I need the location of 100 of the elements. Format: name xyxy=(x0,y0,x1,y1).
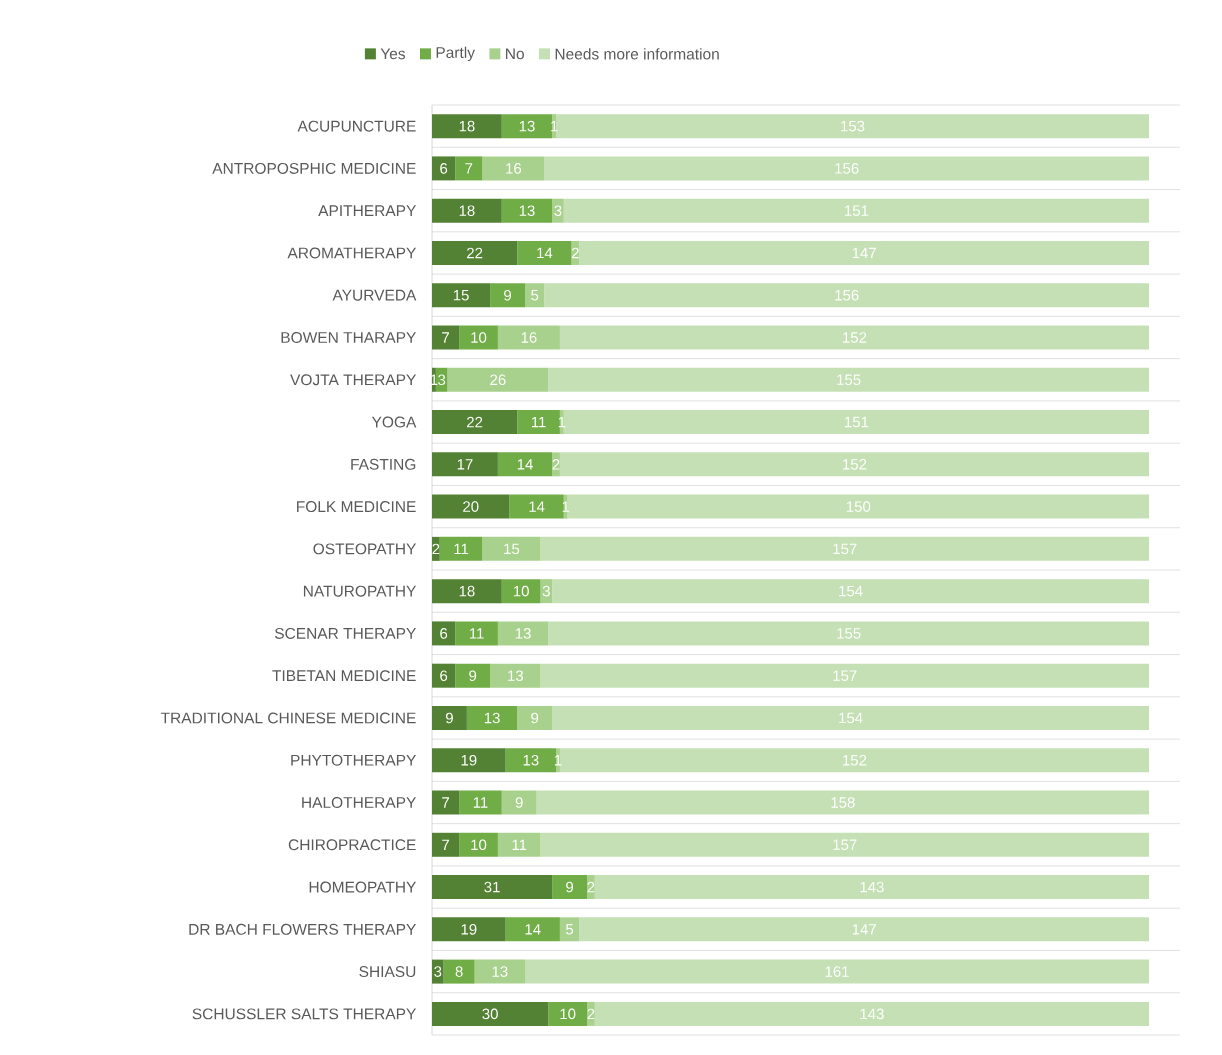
bar xyxy=(567,494,1150,519)
data-label: 13 xyxy=(523,754,539,766)
bar xyxy=(556,114,1150,139)
data-label: 5 xyxy=(566,924,574,935)
bar xyxy=(552,198,564,223)
data-label: 9 xyxy=(566,881,574,893)
data-label: 8 xyxy=(455,966,463,977)
bar xyxy=(594,875,1150,900)
bar xyxy=(540,663,1150,688)
bar xyxy=(525,959,1150,984)
bar xyxy=(432,240,518,265)
y-tick-label: AYURVEDA xyxy=(332,289,417,301)
data-label: 19 xyxy=(461,924,477,935)
data-label: 2 xyxy=(587,881,595,893)
bar xyxy=(439,536,483,561)
data-label: 158 xyxy=(831,797,855,808)
bar xyxy=(548,1001,588,1026)
y-tick-label: FOLK MEDICINE xyxy=(297,501,416,513)
bar xyxy=(587,1001,595,1026)
bar xyxy=(563,198,1150,223)
data-label: 9 xyxy=(504,289,512,301)
data-label: 155 xyxy=(837,374,861,385)
bar xyxy=(552,875,588,900)
data-label: 152 xyxy=(843,332,867,343)
bar xyxy=(559,325,1150,350)
data-label: 30 xyxy=(482,1008,498,1020)
bar xyxy=(540,536,1150,561)
data-label: 11 xyxy=(473,797,488,808)
data-label: 31 xyxy=(484,881,500,893)
legend-label: Needs more information xyxy=(555,48,719,60)
bar xyxy=(594,1001,1150,1026)
data-label: 3 xyxy=(438,374,446,386)
y-tick-label: OSTEOPATHY xyxy=(313,543,417,555)
data-label: 22 xyxy=(467,247,483,259)
data-label: 14 xyxy=(525,924,541,935)
data-label: 18 xyxy=(459,205,475,216)
bar xyxy=(455,156,483,181)
data-label: 9 xyxy=(445,712,453,724)
y-tick-label: ANTROPOSPHIC MEDICINE xyxy=(212,162,416,174)
bar xyxy=(455,621,498,646)
bar xyxy=(552,705,1150,730)
data-label: 7 xyxy=(442,797,449,808)
bar xyxy=(501,198,553,223)
bar xyxy=(544,156,1150,181)
bar xyxy=(509,494,564,519)
y-tick-label: SCHUSSLER SALTS THERAPY xyxy=(192,1008,416,1020)
data-label: 26 xyxy=(490,374,506,386)
data-label: 2 xyxy=(587,1008,595,1020)
bar xyxy=(579,917,1150,942)
bar xyxy=(548,367,1150,392)
data-label: 152 xyxy=(843,754,867,766)
bar xyxy=(432,1001,549,1026)
data-label: 156 xyxy=(835,163,859,174)
data-label: 20 xyxy=(463,501,479,512)
bar xyxy=(432,790,460,815)
y-tick-label: HOMEOPATHY xyxy=(309,881,417,893)
data-label: 10 xyxy=(513,585,529,597)
bar xyxy=(517,240,572,265)
y-tick-label: TIBETAN MEDICINE xyxy=(272,670,416,682)
data-label: 155 xyxy=(837,628,861,639)
data-label: 11 xyxy=(512,839,527,850)
data-label: 7 xyxy=(465,163,473,174)
bar xyxy=(559,452,1150,477)
data-label: 5 xyxy=(531,290,539,301)
bar xyxy=(497,832,541,857)
bar xyxy=(517,705,553,730)
bar xyxy=(559,917,580,942)
y-tick-label: FASTING xyxy=(351,458,416,470)
data-label: 15 xyxy=(453,290,469,301)
bar xyxy=(505,748,557,773)
y-tick-label: APITHERAPY xyxy=(318,205,417,217)
data-label: 18 xyxy=(459,120,475,132)
data-label: 14 xyxy=(537,247,553,259)
bar xyxy=(587,875,595,900)
data-label: 22 xyxy=(467,416,483,428)
bar xyxy=(490,663,541,688)
data-label: 157 xyxy=(833,670,857,681)
bar xyxy=(501,790,537,815)
bar xyxy=(474,959,526,984)
data-label: 10 xyxy=(471,839,487,851)
bar xyxy=(432,832,460,857)
data-label: 2 xyxy=(552,459,560,470)
bar xyxy=(432,536,440,561)
data-label: 13 xyxy=(508,670,524,681)
data-label: 153 xyxy=(841,120,865,132)
bar xyxy=(432,705,467,730)
data-label: 152 xyxy=(843,459,867,470)
data-label: 6 xyxy=(440,163,448,174)
y-tick-label: BOWEN THARAPY xyxy=(281,332,416,343)
data-label: 3 xyxy=(554,205,562,216)
data-label: 13 xyxy=(484,712,500,724)
data-label: 143 xyxy=(860,881,884,893)
bar xyxy=(497,452,553,477)
data-label: 11 xyxy=(469,628,484,639)
y-tick-label: SHIASU xyxy=(359,966,416,978)
data-label: 157 xyxy=(833,543,857,555)
data-label: 17 xyxy=(457,459,473,470)
y-tick-label: PHYTOTHERAPY xyxy=(291,754,417,766)
y-tick-label: SCENAR THERAPY xyxy=(274,627,416,639)
data-label: 6 xyxy=(440,628,448,639)
